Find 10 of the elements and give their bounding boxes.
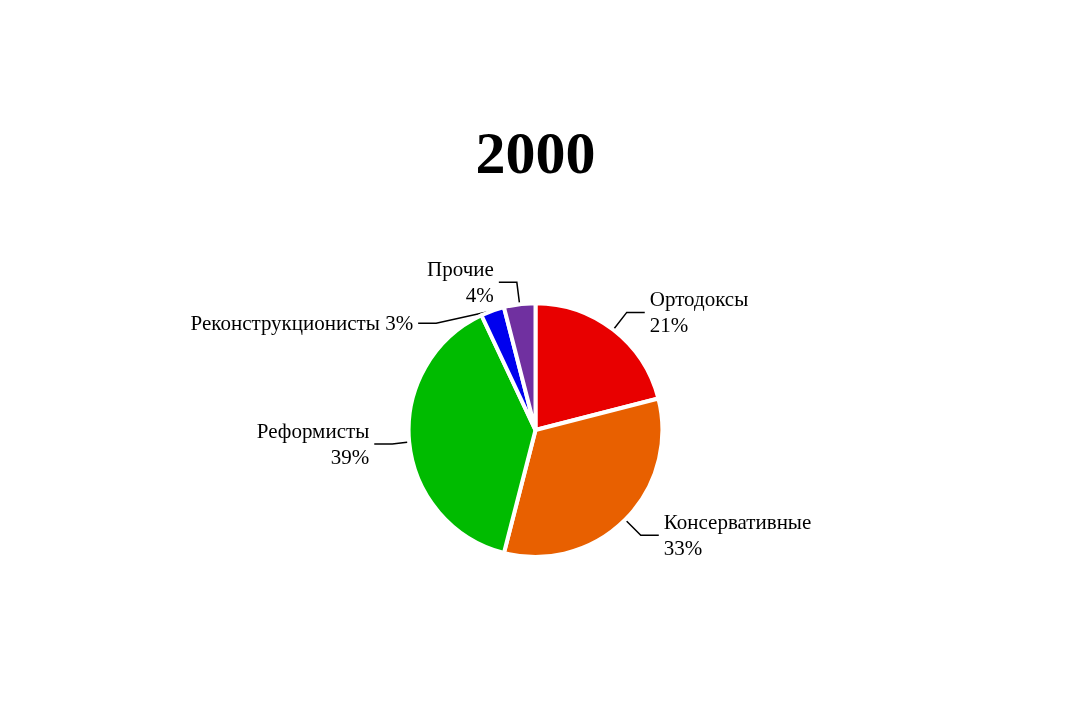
slice-label: Реформисты	[256, 419, 370, 444]
data-label: 39%	[330, 445, 370, 470]
chart-title: 2000	[475, 120, 596, 186]
slice-label: Прочие	[427, 257, 494, 282]
data-label: 33%	[663, 536, 703, 561]
slice-label: Ортодоксы	[649, 287, 749, 312]
slice-label: Консервативные	[663, 510, 812, 535]
slice-label: Реконструкционисты 3%	[190, 311, 414, 336]
data-label: 4%	[465, 283, 494, 308]
data-label: 21%	[649, 313, 689, 338]
